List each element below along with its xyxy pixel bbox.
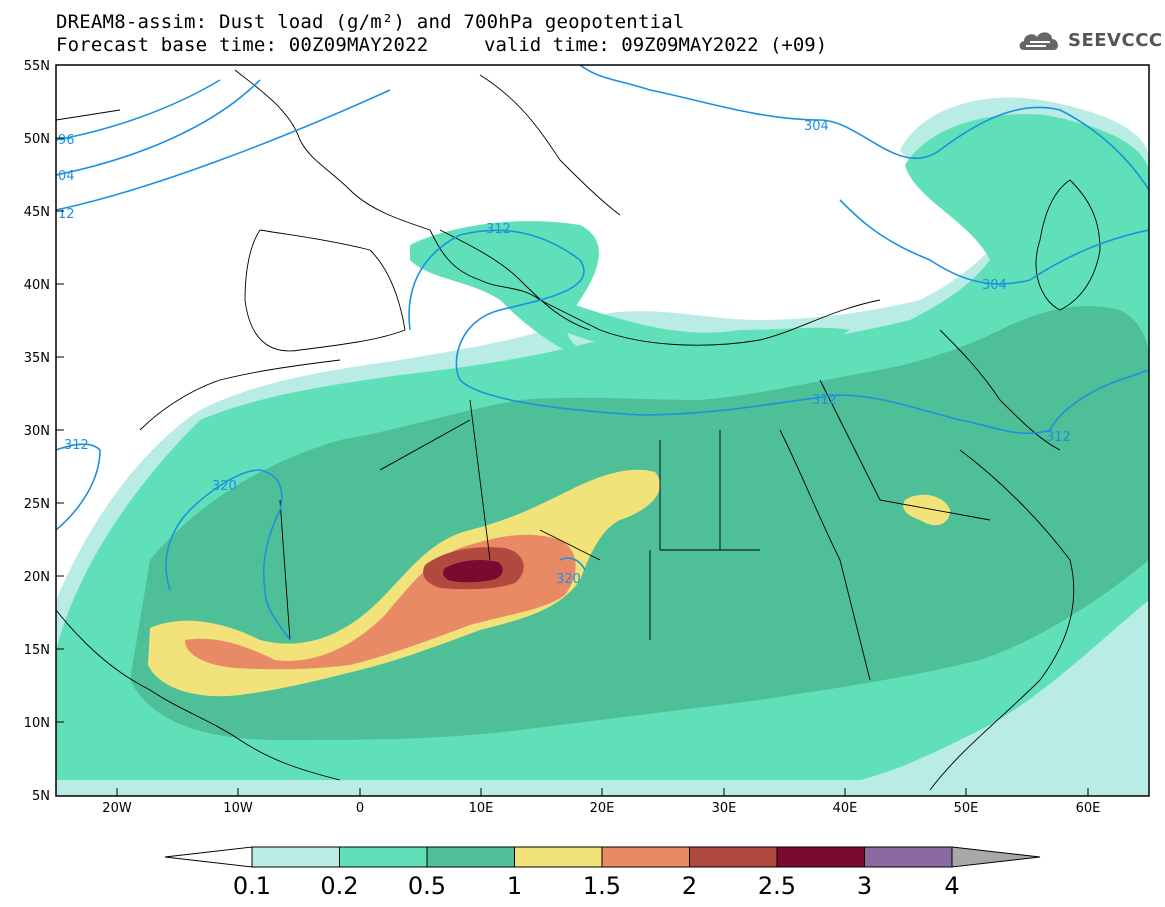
lon-label: 10W	[223, 801, 253, 816]
colorbar-tick-label: 1.5	[583, 872, 621, 900]
colorbar-box	[601, 846, 690, 868]
forecast-base-time: Forecast base time: 00Z09MAY2022	[56, 34, 429, 56]
seevccc-logo: SEEVCCC	[1016, 26, 1162, 56]
latitude-labels: 55N 50N 45N 40N 35N 30N 25N 20N 15N 10N …	[24, 59, 50, 804]
map-area: 96 04 12 312 304 304 312 312 312 320 320	[56, 65, 1149, 796]
lat-label: 20N	[24, 570, 50, 585]
map-title: DREAM8-assim: Dust load (g/m²) and 700hP…	[56, 11, 685, 33]
colorbar-left-arrow	[164, 846, 253, 868]
dust-region-adriatic	[410, 221, 600, 360]
colorbar-right-arrow	[951, 846, 1041, 868]
dust-region-yellow	[148, 469, 661, 697]
contour-label-312-mideast: 312	[812, 393, 837, 408]
colorbar-box	[689, 846, 778, 868]
contour-label-304-east: 304	[804, 119, 829, 134]
lat-label: 5N	[32, 789, 50, 804]
colorbar-tick-label: 0.2	[320, 872, 358, 900]
contour-label-320-chad: 320	[556, 572, 581, 587]
lon-label: 10E	[469, 801, 494, 816]
contour-label-04: 04	[58, 169, 75, 184]
logo-text: SEEVCCC	[1068, 30, 1163, 51]
lat-label: 15N	[24, 643, 50, 658]
colorbar-tick-label: 1	[507, 872, 522, 900]
contour-labels: 96 04 12 312 304 304 312 312 312 320 320	[58, 119, 1071, 587]
colorbar-boxes	[251, 846, 953, 868]
contour-label-312-italy: 312	[486, 222, 511, 237]
contour-label-312-iran: 312	[1046, 430, 1071, 445]
colorbar-box	[776, 846, 865, 868]
valid-time: valid time: 09Z09MAY2022 (+09)	[484, 34, 828, 56]
contour-label-312-atlantic: 312	[64, 438, 89, 453]
colorbar-box	[514, 846, 603, 868]
colorbar-box	[426, 846, 515, 868]
longitude-labels: 20W 10W 0 10E 20E 30E 40E 50E 60E	[102, 801, 1100, 816]
lat-label: 50N	[24, 132, 50, 147]
lat-label: 10N	[24, 716, 50, 731]
lat-label: 30N	[24, 424, 50, 439]
dust-region-darkred	[443, 560, 503, 583]
colorbar-tick-label: 0.1	[233, 872, 271, 900]
contour-label-12: 12	[58, 207, 75, 222]
dust-region-yellow-saudi	[903, 494, 950, 526]
colorbar-tick-label: 2.5	[758, 872, 796, 900]
colorbar-box	[251, 846, 340, 868]
axis-ticks	[56, 64, 1089, 796]
lon-label: 40E	[833, 801, 858, 816]
contour-label-320-west: 320	[212, 479, 237, 494]
colorbar-box	[864, 846, 953, 868]
contour-label-304-caspian: 304	[982, 278, 1007, 293]
coastlines	[56, 69, 1101, 791]
contour-label-96: 96	[58, 133, 75, 148]
lat-label: 45N	[24, 205, 50, 220]
lon-label: 0	[356, 801, 364, 816]
colorbar: 0.1 0.2 0.5 1 1.5 2 2.5 3 4	[164, 846, 1041, 900]
lon-label: 20W	[102, 801, 132, 816]
lon-label: 60E	[1076, 801, 1101, 816]
colorbar-tick-label: 3	[857, 872, 872, 900]
colorbar-tick-label: 0.5	[408, 872, 446, 900]
dust-region-mediterranean	[560, 300, 850, 360]
lat-label: 25N	[24, 497, 50, 512]
lat-label: 35N	[24, 351, 50, 366]
geopotential-contours	[56, 65, 1149, 641]
lat-label: 40N	[24, 278, 50, 293]
lon-label: 30E	[712, 801, 737, 816]
colorbar-tick-label: 4	[944, 872, 959, 900]
colorbar-tick-label: 2	[682, 872, 697, 900]
lon-label: 20E	[590, 801, 615, 816]
colorbar-labels: 0.1 0.2 0.5 1 1.5 2 2.5 3 4	[233, 872, 960, 900]
lat-label: 55N	[24, 59, 50, 74]
cloud-icon	[1019, 32, 1058, 50]
lon-label: 50E	[954, 801, 979, 816]
colorbar-box	[339, 846, 428, 868]
